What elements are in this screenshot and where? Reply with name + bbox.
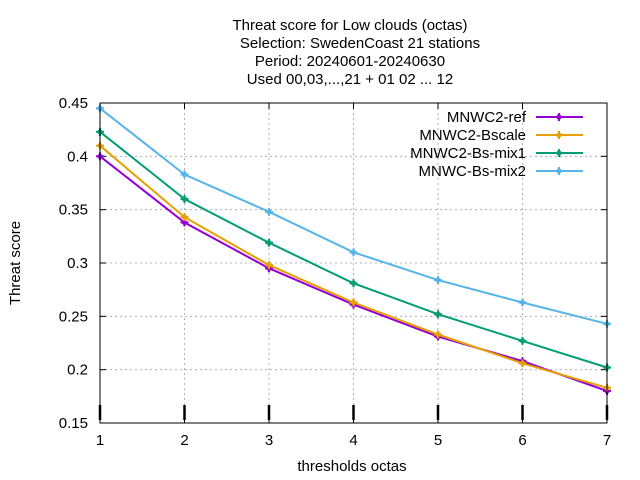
grid bbox=[100, 103, 607, 423]
data-point bbox=[434, 276, 442, 285]
x-axis-label: thresholds octas bbox=[297, 458, 406, 475]
y-tick-label: 0.35 bbox=[59, 202, 88, 219]
data-point bbox=[180, 195, 189, 203]
legend-entry: MNWC2-Bscale bbox=[419, 127, 583, 144]
x-tick-label: 4 bbox=[349, 432, 357, 449]
data-point bbox=[265, 261, 273, 270]
data-point bbox=[518, 298, 527, 307]
x-tick-label: 1 bbox=[96, 432, 104, 449]
data-point bbox=[518, 359, 527, 368]
y-axis-label: Threat score bbox=[7, 221, 24, 305]
legend-label: MNWC2-Bscale bbox=[419, 127, 526, 144]
data-point bbox=[265, 238, 273, 247]
y-tick-label: 0.45 bbox=[59, 95, 88, 112]
legend-marker bbox=[555, 149, 563, 157]
data-point bbox=[180, 218, 189, 227]
legend-label: MNWC2-ref bbox=[447, 109, 527, 126]
plot-border bbox=[99, 102, 608, 424]
title-line-3: Period: 20240601-20240630 bbox=[255, 53, 445, 70]
data-point bbox=[349, 298, 358, 307]
legend: MNWC2-refMNWC2-BscaleMNWC2-Bs-mix1MNWC-B… bbox=[410, 109, 583, 180]
legend-label: MNWC2-Bs-mix1 bbox=[410, 145, 526, 162]
x-tick-label: 2 bbox=[180, 432, 188, 449]
data-point bbox=[349, 279, 358, 288]
title-line-2: Selection: SwedenCoast 21 stations bbox=[240, 35, 480, 52]
legend-entry: MNWC-Bs-mix2 bbox=[419, 163, 583, 180]
legend-marker bbox=[555, 167, 563, 175]
series-lines bbox=[96, 104, 611, 395]
legend-marker bbox=[555, 131, 563, 139]
series-MNWC2-Bscale bbox=[96, 141, 611, 392]
data-point bbox=[434, 310, 442, 319]
data-point bbox=[434, 330, 442, 339]
data-point bbox=[265, 207, 273, 216]
title-line-1: Threat score for Low clouds (octas) bbox=[232, 17, 467, 34]
data-point bbox=[180, 170, 189, 179]
y-tick-label: 0.2 bbox=[67, 362, 88, 379]
chart-title: Threat score for Low clouds (octas) Sele… bbox=[232, 17, 480, 88]
data-point bbox=[349, 248, 358, 257]
legend-marker bbox=[555, 113, 563, 121]
y-tick-label: 0.3 bbox=[67, 255, 88, 272]
legend-entry: MNWC2-ref bbox=[447, 109, 583, 126]
legend-entry: MNWC2-Bs-mix1 bbox=[410, 145, 583, 162]
legend-label: MNWC-Bs-mix2 bbox=[419, 163, 526, 180]
y-tick-label: 0.15 bbox=[59, 415, 88, 432]
x-tick-label: 6 bbox=[518, 432, 526, 449]
data-point bbox=[518, 336, 527, 345]
x-tick-label: 5 bbox=[434, 432, 442, 449]
series-line bbox=[99, 144, 608, 389]
axis-ticks: 0.15 0.2 0.25 0.3 0.35 0.4 0.45 1 2 3 4 5 6 7 bbox=[59, 95, 611, 449]
x-tick-label: 7 bbox=[603, 432, 611, 449]
y-tick-label: 0.25 bbox=[59, 308, 88, 325]
y-tick-label: 0.4 bbox=[67, 148, 88, 165]
x-tick-label: 3 bbox=[265, 432, 273, 449]
data-point bbox=[180, 213, 189, 222]
title-line-4: Used 00,03,...,21 + 01 02 ... 12 bbox=[247, 71, 453, 88]
